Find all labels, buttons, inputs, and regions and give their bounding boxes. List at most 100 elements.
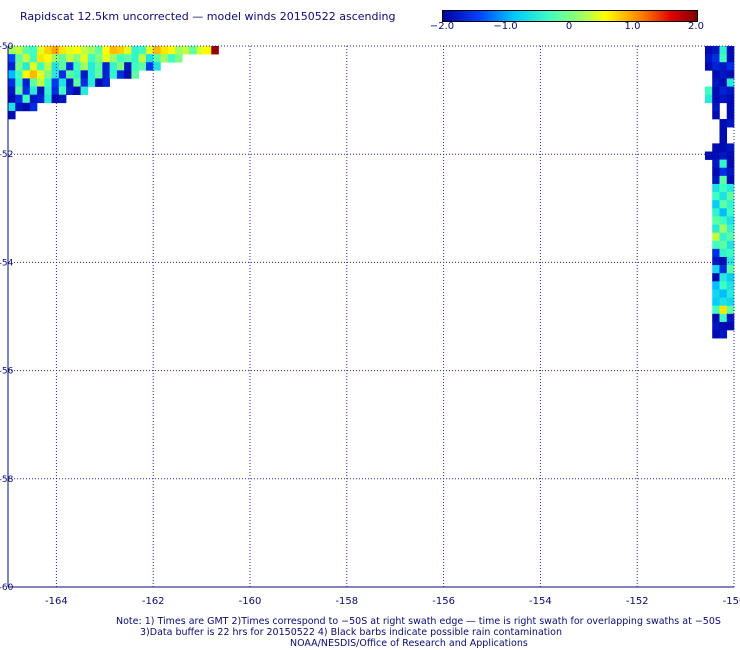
data-cell (8, 62, 16, 71)
data-cell (712, 78, 720, 87)
data-cell (66, 70, 74, 79)
data-cell (719, 143, 728, 152)
data-cell (73, 62, 81, 71)
data-cell (712, 86, 720, 95)
data-cell (712, 183, 720, 193)
wind-difference-map: -164-162-160-158-156-154-152-150 -50-52-… (0, 42, 740, 607)
data-cell (726, 151, 735, 160)
data-cell (44, 86, 52, 95)
data-cell (153, 62, 161, 71)
note-line-2: 3)Data buffer is 22 hrs for 20150522 4) … (140, 627, 562, 638)
data-cells (8, 46, 735, 339)
data-cell (712, 46, 720, 55)
data-cell (37, 46, 45, 55)
plot-frame (7, 46, 734, 588)
data-cell (712, 313, 720, 323)
data-cell (726, 305, 735, 315)
data-cell (37, 78, 45, 87)
data-cell (58, 62, 67, 71)
data-cell (109, 46, 118, 55)
data-cell (37, 62, 45, 71)
data-cell (712, 289, 720, 298)
data-cell (102, 78, 110, 87)
data-cell (726, 265, 735, 274)
data-cell (44, 62, 52, 71)
data-cell (22, 70, 31, 79)
data-cell (726, 224, 735, 233)
data-cell (95, 54, 103, 63)
data-cell (124, 54, 132, 63)
data-cell (719, 313, 728, 323)
data-cell (145, 46, 154, 55)
data-cell (116, 70, 125, 79)
data-cell (726, 62, 735, 71)
data-cell (712, 265, 720, 274)
data-cell (58, 54, 67, 63)
data-cell (726, 175, 735, 185)
data-cell (726, 70, 735, 79)
data-cell (719, 248, 728, 258)
data-cell (22, 78, 31, 87)
data-cell (15, 54, 23, 63)
data-cell (29, 94, 38, 104)
data-cell (8, 94, 16, 104)
data-cell (719, 78, 728, 87)
data-cell (29, 54, 38, 63)
data-cell (719, 200, 728, 209)
data-cell (73, 78, 81, 87)
data-cell (726, 183, 735, 193)
data-cell (712, 200, 720, 209)
data-cell (719, 175, 728, 185)
chart-title: Rapidscat 12.5km uncorrected — model win… (20, 10, 396, 23)
data-cell (153, 54, 161, 63)
data-cell (29, 102, 38, 112)
data-cell (44, 70, 52, 79)
data-cell (712, 167, 720, 177)
data-cell (44, 46, 52, 55)
x-tick-label: -160 (239, 596, 262, 607)
data-cell (719, 135, 728, 144)
data-cell (124, 70, 132, 79)
data-cell (726, 110, 735, 120)
data-cell (726, 281, 735, 290)
data-cell (719, 183, 728, 193)
x-tick-label: -154 (529, 596, 552, 607)
data-cell (719, 192, 728, 201)
data-cell (719, 305, 728, 315)
x-tick-label: -152 (626, 596, 649, 607)
data-cell (138, 62, 147, 71)
data-cell (719, 167, 728, 177)
data-cell (73, 86, 81, 95)
data-cell (719, 289, 728, 298)
data-cell (80, 78, 89, 87)
data-cell (58, 46, 67, 55)
data-cell (719, 224, 728, 233)
data-cell (726, 216, 735, 225)
data-cell (51, 94, 60, 104)
data-cell (8, 110, 16, 120)
data-cell (87, 46, 96, 55)
y-tick-label: -58 (0, 475, 14, 485)
data-cell (719, 159, 728, 169)
data-cell (712, 240, 720, 250)
data-cell (712, 151, 720, 160)
x-tick-label: -158 (335, 596, 358, 607)
data-cell (138, 54, 147, 63)
data-cell (726, 256, 735, 266)
data-cell (712, 281, 720, 290)
gridlines (8, 45, 735, 588)
data-cell (124, 62, 132, 71)
data-cell (726, 208, 735, 217)
data-cell (8, 86, 16, 95)
data-cell (712, 143, 720, 152)
data-cell (726, 46, 735, 55)
data-cell (712, 192, 720, 201)
data-cell (726, 78, 735, 87)
data-cell (704, 94, 713, 104)
data-cell (712, 330, 720, 339)
data-cell (145, 62, 154, 71)
data-cell (211, 46, 219, 55)
data-cell (58, 86, 67, 95)
data-cell (15, 46, 23, 55)
data-cell (80, 70, 89, 79)
